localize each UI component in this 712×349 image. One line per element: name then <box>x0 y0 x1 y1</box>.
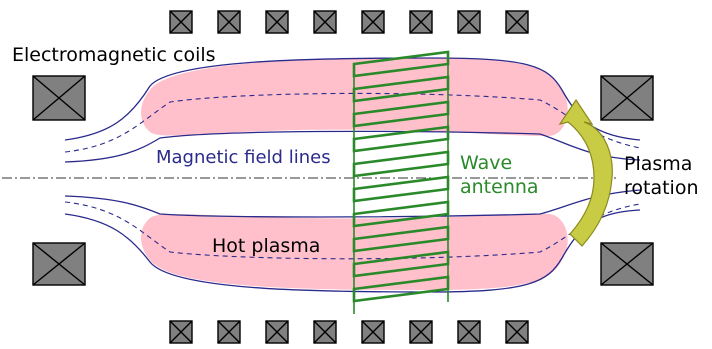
coil-left-lower-icon <box>32 242 86 286</box>
coil-bottom-6-icon <box>409 320 433 344</box>
coil-top-2-icon <box>217 10 241 34</box>
coil-bottom-1-icon <box>169 320 193 344</box>
hot-plasma-label: Hot plasma <box>212 235 320 257</box>
wave-antenna-label-line2: antenna <box>460 176 539 198</box>
wave-antenna <box>352 50 450 314</box>
coil-top-5-icon <box>361 10 385 34</box>
coil-top-1-icon <box>169 10 193 34</box>
coil-right-lower-icon <box>600 242 654 286</box>
coil-top-3-icon <box>265 10 289 34</box>
antenna-connector <box>353 52 449 314</box>
coil-top-6-icon <box>409 10 433 34</box>
coil-left-upper-icon <box>32 75 86 121</box>
plasma-rotation-label-line2: rotation <box>624 177 699 199</box>
wave-antenna-label-line1: Wave <box>460 152 512 174</box>
antenna-loop-5 <box>352 150 450 178</box>
coil-bottom-2-icon <box>217 320 241 344</box>
coil-bottom-3-icon <box>265 320 289 344</box>
coil-bottom-7-icon <box>457 320 481 344</box>
field-lines-label: Magnetic field lines <box>156 147 331 168</box>
plasma-rotation-label-line1: Plasma <box>624 153 692 175</box>
coil-top-4-icon <box>313 10 337 34</box>
coil-bottom-5-icon <box>361 320 385 344</box>
coil-top-8-icon <box>505 10 529 34</box>
coil-right-upper-icon <box>600 75 654 121</box>
coil-bottom-8-icon <box>505 320 529 344</box>
rotation-arrow-icon <box>558 98 613 247</box>
coils-label: Electromagnetic coils <box>12 44 216 66</box>
coil-top-7-icon <box>457 10 481 34</box>
coil-bottom-4-icon <box>313 320 337 344</box>
electromagnetic-coils <box>32 10 654 344</box>
antenna-loop-6 <box>352 175 450 203</box>
